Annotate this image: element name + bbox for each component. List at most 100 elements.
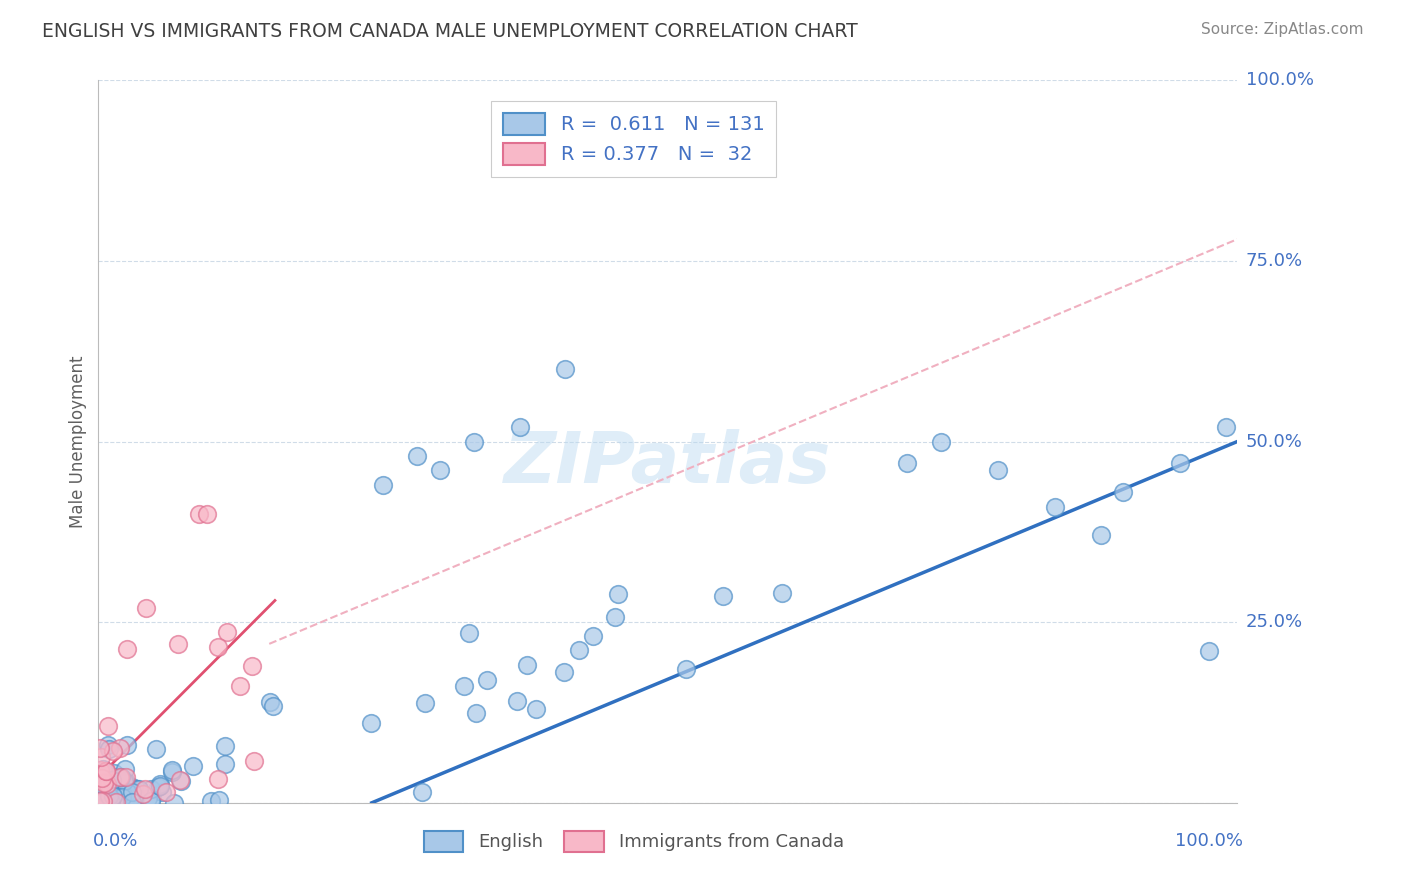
Point bbox=[89, 764, 111, 778]
Point bbox=[90, 793, 112, 807]
Point bbox=[413, 696, 436, 710]
Point bbox=[121, 780, 143, 794]
Point bbox=[103, 778, 125, 792]
Point bbox=[207, 772, 229, 786]
Point bbox=[104, 795, 127, 809]
Point bbox=[97, 778, 120, 792]
Point bbox=[112, 773, 135, 788]
Point bbox=[524, 702, 547, 716]
Point bbox=[195, 507, 218, 521]
Point bbox=[93, 775, 115, 789]
Point bbox=[103, 791, 125, 805]
Point bbox=[98, 778, 121, 792]
Point bbox=[1043, 500, 1066, 514]
Point bbox=[98, 742, 121, 756]
Point bbox=[606, 587, 628, 601]
Text: Source: ZipAtlas.com: Source: ZipAtlas.com bbox=[1201, 22, 1364, 37]
Point bbox=[89, 784, 111, 798]
Point bbox=[160, 764, 183, 779]
Point bbox=[1170, 456, 1192, 470]
Point bbox=[104, 794, 127, 808]
Point bbox=[160, 763, 183, 777]
Point bbox=[135, 600, 157, 615]
Point bbox=[107, 772, 129, 786]
Point bbox=[207, 640, 229, 654]
Point bbox=[929, 434, 952, 449]
Point bbox=[125, 781, 148, 796]
Point bbox=[115, 779, 138, 793]
Point bbox=[506, 694, 529, 708]
Text: ENGLISH VS IMMIGRANTS FROM CANADA MALE UNEMPLOYMENT CORRELATION CHART: ENGLISH VS IMMIGRANTS FROM CANADA MALE U… bbox=[42, 22, 858, 41]
Point bbox=[406, 449, 429, 463]
Point bbox=[200, 794, 222, 808]
Point bbox=[124, 793, 146, 807]
Text: 75.0%: 75.0% bbox=[1246, 252, 1303, 270]
Point bbox=[96, 795, 118, 809]
Point bbox=[101, 790, 124, 805]
Point bbox=[554, 362, 576, 376]
Point bbox=[91, 795, 114, 809]
Point bbox=[103, 780, 125, 795]
Point bbox=[149, 779, 172, 793]
Point bbox=[458, 626, 481, 640]
Point bbox=[169, 772, 191, 787]
Point bbox=[553, 665, 575, 679]
Point bbox=[105, 789, 128, 803]
Point bbox=[93, 762, 115, 776]
Point bbox=[114, 785, 136, 799]
Point bbox=[110, 740, 132, 755]
Point bbox=[97, 796, 120, 810]
Text: 25.0%: 25.0% bbox=[1246, 613, 1303, 632]
Point bbox=[91, 793, 114, 807]
Text: ZIPatlas: ZIPatlas bbox=[505, 429, 831, 498]
Point bbox=[1090, 528, 1112, 542]
Point bbox=[110, 770, 132, 784]
Text: 100.0%: 100.0% bbox=[1246, 71, 1313, 89]
Point bbox=[411, 785, 433, 799]
Point bbox=[90, 789, 112, 803]
Point bbox=[155, 785, 177, 799]
Point bbox=[89, 794, 111, 808]
Text: 0.0%: 0.0% bbox=[93, 831, 138, 850]
Point bbox=[89, 794, 111, 808]
Point bbox=[94, 786, 117, 800]
Point bbox=[89, 794, 111, 808]
Point bbox=[217, 624, 239, 639]
Point bbox=[568, 643, 591, 657]
Point bbox=[516, 657, 538, 672]
Point bbox=[675, 662, 697, 676]
Point bbox=[94, 764, 117, 778]
Point bbox=[117, 641, 139, 656]
Point bbox=[97, 719, 120, 733]
Point bbox=[107, 786, 129, 800]
Point bbox=[98, 788, 121, 802]
Point bbox=[115, 785, 138, 799]
Text: 50.0%: 50.0% bbox=[1246, 433, 1302, 450]
Point bbox=[187, 507, 209, 521]
Point bbox=[141, 790, 163, 805]
Point bbox=[169, 774, 191, 789]
Point bbox=[163, 796, 186, 810]
Point bbox=[103, 765, 125, 780]
Point bbox=[90, 772, 112, 786]
Point bbox=[150, 785, 173, 799]
Point bbox=[149, 777, 172, 791]
Point bbox=[108, 771, 131, 785]
Point bbox=[214, 756, 236, 771]
Point bbox=[91, 778, 114, 792]
Point bbox=[114, 771, 136, 785]
Point bbox=[97, 738, 120, 752]
Point bbox=[429, 463, 451, 477]
Point bbox=[139, 781, 162, 796]
Point bbox=[93, 785, 115, 799]
Point bbox=[114, 762, 136, 776]
Point bbox=[90, 765, 112, 780]
Point bbox=[987, 463, 1010, 477]
Point bbox=[259, 695, 281, 709]
Point bbox=[97, 789, 120, 804]
Point bbox=[101, 790, 124, 805]
Point bbox=[134, 781, 156, 796]
Point bbox=[136, 791, 159, 805]
Y-axis label: Male Unemployment: Male Unemployment bbox=[69, 355, 87, 528]
Point bbox=[115, 790, 138, 805]
